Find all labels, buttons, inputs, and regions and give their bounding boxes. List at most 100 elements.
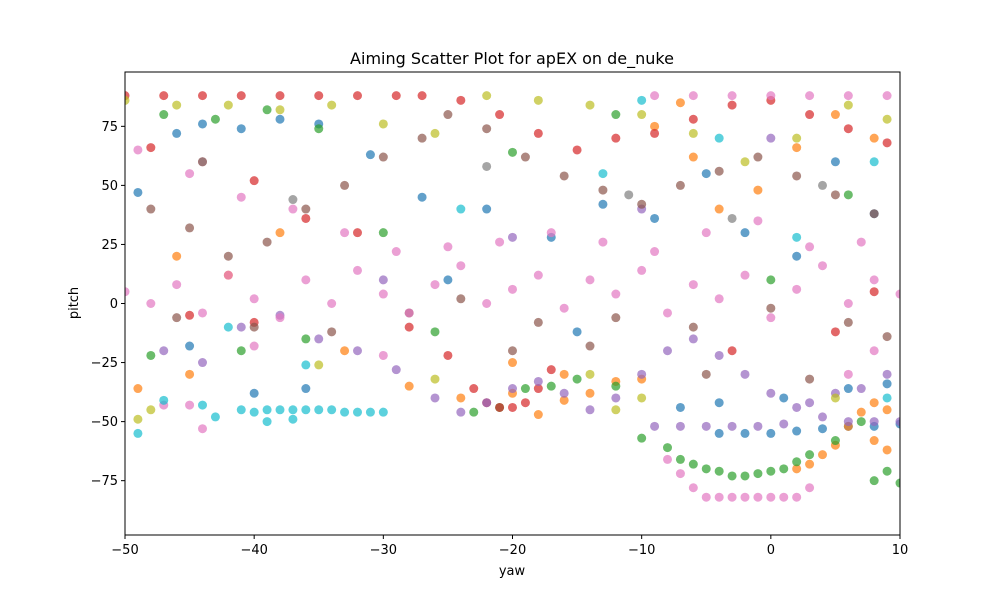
data-point xyxy=(856,237,866,247)
data-point xyxy=(585,388,595,398)
data-point xyxy=(650,421,660,431)
data-point xyxy=(882,369,892,379)
data-point xyxy=(624,190,634,200)
data-point xyxy=(249,176,259,186)
data-point xyxy=(650,213,660,223)
y-tick-label: 75 xyxy=(101,120,118,135)
x-tick-label: −20 xyxy=(499,543,526,558)
data-point xyxy=(663,443,672,453)
data-point xyxy=(701,421,711,431)
data-point xyxy=(869,436,879,446)
data-point xyxy=(391,247,401,257)
data-point xyxy=(792,457,802,467)
data-point xyxy=(650,91,660,101)
data-point xyxy=(740,471,750,481)
data-point xyxy=(843,317,853,327)
data-point xyxy=(159,346,169,356)
data-point xyxy=(223,270,233,280)
data-point xyxy=(236,91,246,101)
data-point xyxy=(688,128,698,138)
data-point xyxy=(546,381,556,391)
data-point xyxy=(210,114,220,124)
data-point xyxy=(353,407,362,417)
data-point xyxy=(869,398,879,408)
data-point xyxy=(856,407,866,417)
data-point xyxy=(469,384,479,394)
data-point xyxy=(275,228,285,238)
data-point xyxy=(533,128,543,138)
data-point xyxy=(792,232,802,242)
data-point xyxy=(353,265,362,275)
data-point xyxy=(365,407,375,417)
data-point xyxy=(766,133,776,143)
x-tick-label: −50 xyxy=(111,543,138,558)
data-point xyxy=(805,242,815,252)
data-point xyxy=(430,393,440,403)
data-point xyxy=(185,341,195,351)
data-point xyxy=(663,454,672,464)
data-point xyxy=(727,213,737,223)
data-point xyxy=(353,91,362,101)
data-point xyxy=(753,469,763,479)
data-point xyxy=(830,393,840,403)
data-point xyxy=(288,195,298,205)
data-point xyxy=(714,294,724,304)
data-point xyxy=(714,466,724,476)
data-point xyxy=(533,270,543,280)
data-point xyxy=(843,91,853,101)
data-point xyxy=(818,424,827,434)
data-point xyxy=(508,346,517,356)
data-point xyxy=(882,379,892,389)
data-point xyxy=(262,417,272,427)
data-point xyxy=(314,360,324,370)
data-point xyxy=(688,334,698,344)
data-point xyxy=(882,466,892,476)
series-3 xyxy=(125,91,892,412)
data-point xyxy=(456,294,466,304)
data-point xyxy=(301,384,311,394)
x-tick-label: −30 xyxy=(370,543,397,558)
data-point xyxy=(688,152,698,162)
data-point xyxy=(417,192,427,202)
data-point xyxy=(495,237,505,247)
data-point xyxy=(598,169,608,179)
data-point xyxy=(637,199,647,209)
data-point xyxy=(779,419,789,429)
y-tick-label: 0 xyxy=(110,297,118,312)
data-point xyxy=(572,374,582,384)
data-point xyxy=(185,400,195,410)
data-point xyxy=(585,100,595,110)
data-point xyxy=(482,161,492,171)
data-point xyxy=(443,242,453,252)
data-point xyxy=(792,284,802,294)
data-point xyxy=(740,369,750,379)
data-point xyxy=(598,199,608,209)
series-1 xyxy=(133,98,892,474)
y-tick-label: −75 xyxy=(91,474,118,489)
data-point xyxy=(805,450,815,460)
data-point xyxy=(340,180,350,190)
data-point xyxy=(675,180,685,190)
data-point xyxy=(714,398,724,408)
data-point xyxy=(378,350,388,360)
data-point xyxy=(753,216,763,226)
y-tick-label: 50 xyxy=(101,179,118,194)
data-point xyxy=(533,317,543,327)
data-point xyxy=(146,143,156,153)
data-point xyxy=(482,91,492,101)
data-point xyxy=(353,346,362,356)
data-point xyxy=(637,393,647,403)
data-point xyxy=(637,433,647,443)
data-point xyxy=(146,299,156,308)
data-point xyxy=(572,327,582,337)
data-point xyxy=(456,95,466,105)
data-point xyxy=(843,299,853,308)
data-point xyxy=(146,204,156,214)
series-8 xyxy=(125,91,892,424)
data-point xyxy=(714,166,724,176)
data-point xyxy=(675,454,685,464)
data-point xyxy=(714,133,724,143)
data-point xyxy=(314,334,324,344)
data-point xyxy=(262,237,272,247)
data-point xyxy=(559,369,569,379)
